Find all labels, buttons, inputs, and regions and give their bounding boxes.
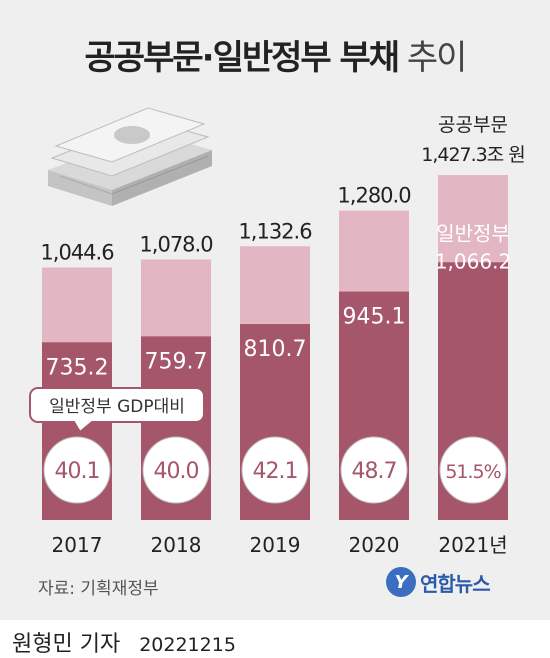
gdp-ratio-label: 48.7: [352, 459, 397, 484]
general-value-label: 735.2: [46, 355, 109, 380]
gdp-ratio-circle: [241, 436, 309, 504]
gdp-ratio-circle: [43, 436, 111, 504]
money-stack-illustration: [48, 107, 212, 206]
infographic: 공공부문·일반정부 부채 추이 1,044.6 735.2 40.1 2017 1,07…: [0, 0, 550, 620]
callout-bubble: [29, 387, 205, 434]
gdp-ratio-label: 42.1: [253, 459, 298, 484]
x-tick-label: 2018: [151, 533, 202, 557]
x-tick-label: 2020: [349, 533, 400, 557]
general-value-label: 759.7: [145, 349, 208, 374]
logo-text: 연합뉴스: [420, 571, 491, 596]
public-value-label: 1,078.0: [139, 232, 212, 256]
x-tick-label: 2021년: [438, 533, 507, 557]
source-note: 자료: 기획재정부: [38, 579, 159, 599]
bar-chart: 1,044.6 735.2 40.1 2017 1,078.0 759.7 40.0 2018…: [29, 107, 526, 557]
gdp-ratio-circle: [142, 436, 210, 504]
public-value-label: 1,427.3조 원: [421, 144, 525, 166]
yonhap-logo: Y 연합뉴스: [386, 567, 491, 597]
gdp-ratio-label: 40.0: [154, 459, 199, 484]
gdp-ratio-label: 51.5%: [445, 461, 500, 483]
byline: 원형민 기자 20221215: [12, 626, 236, 658]
public-value-label: 1,280.0: [337, 184, 410, 208]
byline-date: 20221215: [139, 634, 236, 656]
general-series-name: 일반정부: [436, 221, 510, 245]
gdp-ratio-circle: [340, 436, 408, 504]
gdp-ratio-circle: [439, 436, 507, 504]
byline-author: 원형민 기자: [12, 632, 121, 657]
public-value-label: 1,044.6: [40, 241, 114, 265]
general-value-label: 810.7: [244, 337, 307, 362]
logo-mark-icon: Y: [386, 567, 416, 597]
title-sub: 추이: [406, 38, 468, 78]
chart-title: 공공부문·일반정부 부채 추이: [0, 30, 550, 79]
callout-text: 일반정부 GDP대비: [49, 397, 185, 417]
public-value-label: 1,132.6: [238, 219, 312, 243]
title-main: 공공부문·일반정부 부채: [84, 38, 401, 78]
gdp-callout: 일반정부 GDP대비: [29, 387, 205, 434]
x-tick-label: 2019: [250, 533, 301, 557]
general-value-label: 1,066.2: [435, 249, 511, 273]
x-tick-label: 2017: [52, 533, 103, 557]
gdp-ratio-label: 40.1: [55, 459, 100, 484]
general-value-label: 945.1: [343, 305, 406, 330]
public-series-name: 공공부문: [438, 114, 508, 136]
